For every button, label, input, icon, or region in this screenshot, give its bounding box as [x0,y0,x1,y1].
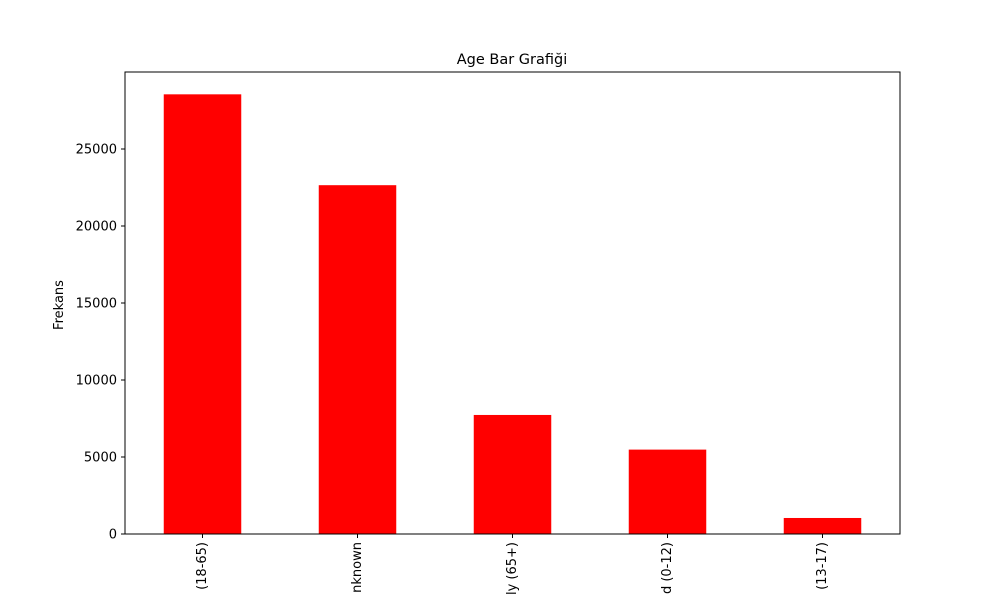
x-tick-label: nknown [350,542,365,593]
bars-group [163,94,862,534]
y-tick-label: 0 [109,528,117,543]
x-tick-label: ly (65+) [505,542,520,595]
bar [318,185,397,534]
bar [163,94,242,534]
bar [783,517,862,534]
y-tick-label: 15000 [76,297,117,312]
y-tick-label: 5000 [84,451,117,466]
bar [628,449,707,534]
y-axis-ticks: 0 5000 10000 15000 20000 25000 [76,143,125,543]
x-tick-label: (18-65) [195,542,210,590]
y-axis-label: Frekans [52,280,67,330]
y-tick-label: 10000 [76,374,117,389]
plot-frame [124,71,901,535]
x-tick-label: (13-17) [815,542,830,590]
y-tick-label: 25000 [76,143,117,158]
x-axis-ticks: (18-65) nknown ly (65+) d (0-12) (13-17) [195,534,830,595]
bar [473,414,552,534]
x-tick-label: d (0-12) [660,542,675,594]
y-tick-label: 20000 [76,220,117,235]
chart-title: Age Bar Grafiği [457,52,568,68]
